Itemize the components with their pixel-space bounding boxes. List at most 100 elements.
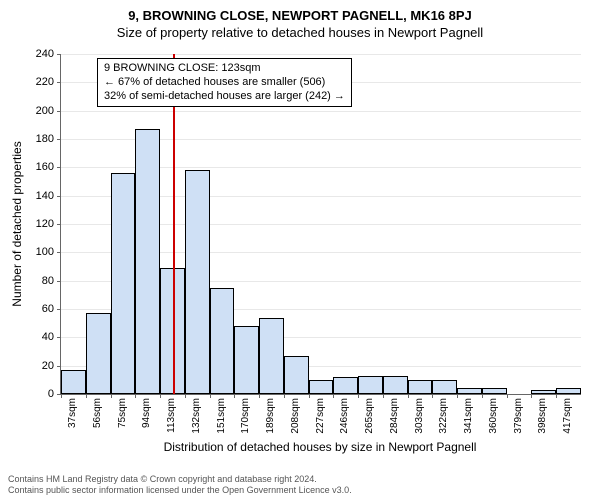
xtick-mark	[234, 394, 235, 398]
xtick-label: 151sqm	[216, 398, 227, 438]
xtick-mark	[86, 394, 87, 398]
histogram-bar	[111, 173, 136, 394]
xtick-mark	[358, 394, 359, 398]
xtick-label: 75sqm	[117, 398, 128, 438]
annotation-line2: ← 67% of detached houses are smaller (50…	[104, 76, 345, 90]
histogram-bar	[333, 377, 358, 394]
x-axis-label: Distribution of detached houses by size …	[60, 440, 580, 454]
histogram-bar	[284, 356, 309, 394]
histogram-bar	[210, 288, 235, 394]
ytick-label: 240	[24, 48, 54, 60]
ytick-mark	[57, 309, 61, 310]
xtick-label: 132sqm	[191, 398, 202, 438]
histogram-bar	[61, 370, 86, 394]
xtick-mark	[383, 394, 384, 398]
ytick-mark	[57, 139, 61, 140]
ytick-label: 120	[24, 218, 54, 230]
ytick-mark	[57, 167, 61, 168]
xtick-mark	[507, 394, 508, 398]
xtick-label: 113sqm	[166, 398, 177, 438]
annotation-line1: 9 BROWNING CLOSE: 123sqm	[104, 62, 345, 76]
xtick-label: 208sqm	[290, 398, 301, 438]
histogram-bar	[556, 388, 581, 394]
xtick-mark	[61, 394, 62, 398]
xtick-label: 94sqm	[141, 398, 152, 438]
xtick-mark	[432, 394, 433, 398]
histogram-bar	[259, 318, 284, 395]
chart-title-desc: Size of property relative to detached ho…	[0, 23, 600, 40]
xtick-mark	[185, 394, 186, 398]
xtick-label: 56sqm	[92, 398, 103, 438]
ytick-mark	[57, 337, 61, 338]
chart-title-address: 9, BROWNING CLOSE, NEWPORT PAGNELL, MK16…	[0, 0, 600, 23]
xtick-label: 170sqm	[240, 398, 251, 438]
xtick-label: 341sqm	[463, 398, 474, 438]
histogram-bar	[457, 388, 482, 394]
xtick-label: 189sqm	[265, 398, 276, 438]
annotation-line3: 32% of semi-detached houses are larger (…	[104, 90, 345, 104]
histogram-bar	[432, 380, 457, 394]
ytick-label: 180	[24, 133, 54, 145]
ytick-label: 220	[24, 76, 54, 88]
histogram-bar	[309, 380, 334, 394]
xtick-mark	[284, 394, 285, 398]
xtick-label: 322sqm	[438, 398, 449, 438]
ytick-mark	[57, 366, 61, 367]
xtick-mark	[259, 394, 260, 398]
xtick-mark	[309, 394, 310, 398]
y-axis-label: Number of detached properties	[10, 54, 24, 394]
xtick-mark	[408, 394, 409, 398]
ytick-label: 140	[24, 190, 54, 202]
histogram-bar	[408, 380, 433, 394]
xtick-mark	[210, 394, 211, 398]
ytick-mark	[57, 224, 61, 225]
ytick-label: 60	[24, 303, 54, 315]
xtick-label: 246sqm	[339, 398, 350, 438]
gridline	[61, 111, 581, 112]
ytick-label: 160	[24, 161, 54, 173]
xtick-label: 398sqm	[537, 398, 548, 438]
xtick-label: 379sqm	[513, 398, 524, 438]
ytick-label: 0	[24, 388, 54, 400]
ytick-mark	[57, 54, 61, 55]
xtick-label: 417sqm	[562, 398, 573, 438]
xtick-mark	[111, 394, 112, 398]
xtick-mark	[135, 394, 136, 398]
annotation-box: 9 BROWNING CLOSE: 123sqm ← 67% of detach…	[97, 58, 352, 107]
xtick-mark	[333, 394, 334, 398]
footer-attribution: Contains HM Land Registry data © Crown c…	[8, 474, 592, 496]
xtick-mark	[482, 394, 483, 398]
xtick-mark	[531, 394, 532, 398]
xtick-label: 284sqm	[389, 398, 400, 438]
ytick-mark	[57, 82, 61, 83]
ytick-label: 100	[24, 246, 54, 258]
histogram-bar	[185, 170, 210, 394]
histogram-bar	[358, 376, 383, 394]
footer-line2: Contains public sector information licen…	[8, 485, 592, 496]
xtick-mark	[457, 394, 458, 398]
histogram-bar	[383, 376, 408, 394]
ytick-label: 20	[24, 360, 54, 372]
histogram-bar	[135, 129, 160, 394]
xtick-label: 37sqm	[67, 398, 78, 438]
ytick-mark	[57, 281, 61, 282]
xtick-mark	[160, 394, 161, 398]
xtick-label: 360sqm	[488, 398, 499, 438]
ytick-label: 200	[24, 105, 54, 117]
histogram-bar	[531, 390, 556, 394]
gridline	[61, 54, 581, 55]
xtick-label: 227sqm	[315, 398, 326, 438]
xtick-label: 303sqm	[414, 398, 425, 438]
ytick-mark	[57, 196, 61, 197]
chart-area: 37sqm56sqm75sqm94sqm113sqm132sqm151sqm17…	[60, 54, 580, 394]
histogram-bar	[482, 388, 507, 394]
chart-container: 9, BROWNING CLOSE, NEWPORT PAGNELL, MK16…	[0, 0, 600, 500]
xtick-mark	[556, 394, 557, 398]
histogram-bar	[234, 326, 259, 394]
histogram-bar	[86, 313, 111, 394]
ytick-mark	[57, 111, 61, 112]
ytick-mark	[57, 252, 61, 253]
ytick-label: 80	[24, 275, 54, 287]
footer-line1: Contains HM Land Registry data © Crown c…	[8, 474, 592, 485]
xtick-label: 265sqm	[364, 398, 375, 438]
